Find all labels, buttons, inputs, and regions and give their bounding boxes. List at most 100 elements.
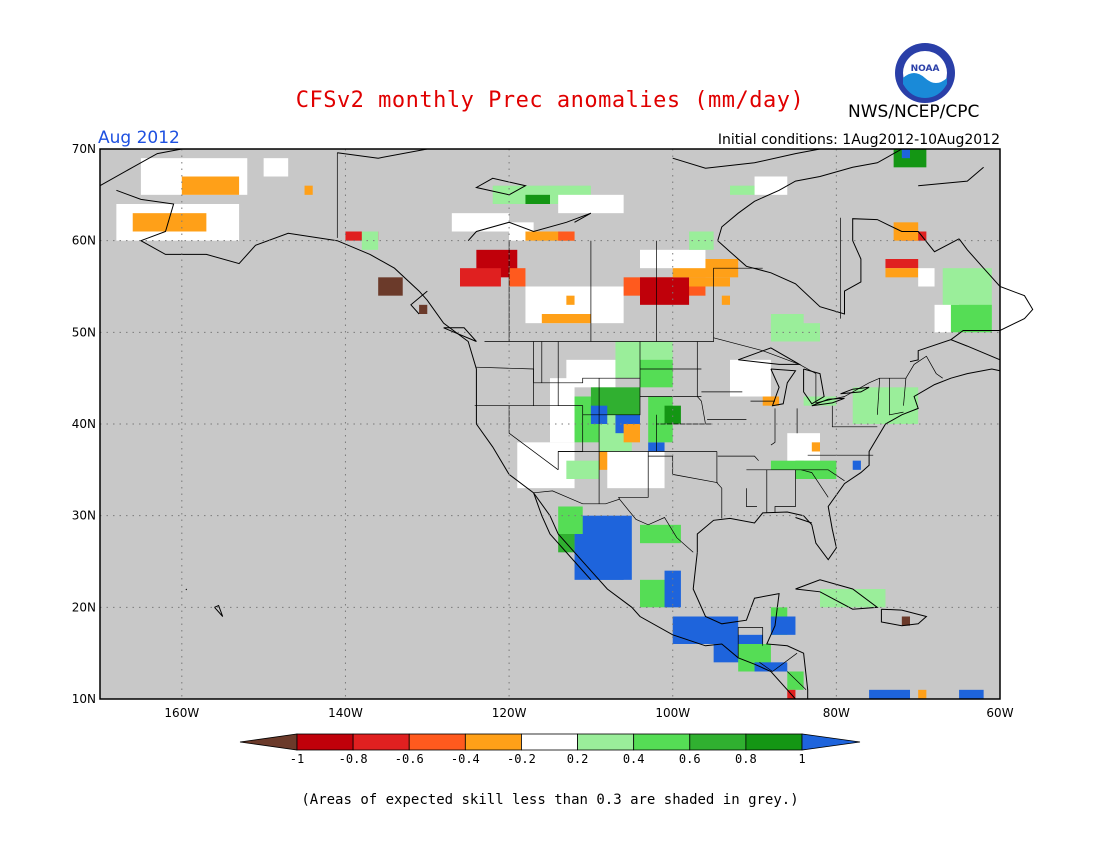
anomaly-cell [640, 249, 706, 269]
coastline [770, 368, 797, 407]
coastline [918, 166, 984, 187]
anomaly-cell [640, 277, 690, 305]
legend-label: 1 [798, 752, 805, 766]
legend-label: 0.6 [679, 752, 701, 766]
anomaly-cell [901, 616, 910, 626]
legend-swatch [408, 733, 466, 751]
coastline [116, 189, 796, 700]
coastline [696, 368, 1001, 561]
lon-label: 160W [164, 706, 199, 720]
anomaly-cell [558, 506, 583, 534]
lon-label: 120W [492, 706, 527, 720]
anomaly-cell [550, 378, 575, 443]
coastline [795, 517, 812, 524]
political-border [746, 488, 757, 507]
coastline [214, 604, 224, 617]
anomaly-cell [689, 231, 714, 250]
political-border [533, 341, 641, 416]
legend-swatch [521, 733, 578, 751]
political-border [717, 455, 759, 461]
anomaly-cell [754, 662, 788, 672]
lon-label: 80W [823, 706, 850, 720]
lat-label: 40N [72, 417, 96, 431]
lat-label: 50N [72, 325, 96, 339]
political-border [557, 341, 584, 470]
anomaly-cell [558, 194, 624, 214]
anomaly-cell [566, 295, 575, 305]
lat-label: 70N [72, 142, 96, 156]
legend-label: 0.8 [735, 752, 757, 766]
political-border [876, 378, 881, 415]
anomaly-cell [664, 570, 681, 608]
lat-label: 60N [72, 234, 96, 248]
legend-label: -1 [290, 752, 304, 766]
political-border [648, 455, 718, 484]
anomaly-cell [885, 259, 919, 269]
anomaly-cell [730, 185, 755, 195]
legend-label: 0.4 [623, 752, 645, 766]
legend-swatch [689, 733, 747, 751]
lat-label: 30N [72, 509, 96, 523]
longitude-labels: 160W 140W 120W 100W 80W 60W [164, 706, 1013, 720]
legend-swatch [633, 733, 691, 751]
anomaly-cell [460, 268, 501, 287]
color-legend: -1 -0.8 -0.6 -0.4 -0.2 0.2 0.4 0.6 0.8 1 [239, 733, 861, 766]
coastline [99, 148, 182, 187]
initial-conditions-label: Initial conditions: 1Aug2012-10Aug2012 [717, 132, 1000, 148]
legend-arrow-left [239, 733, 298, 751]
anomaly-cell [918, 689, 927, 699]
legend-swatch [745, 733, 803, 751]
anomaly-cell [869, 689, 910, 699]
anomaly-cell [558, 231, 575, 241]
anomaly-cell [525, 194, 550, 204]
anomaly-cell [811, 442, 820, 452]
anomaly-cell [664, 405, 681, 424]
lon-label: 60W [986, 706, 1013, 720]
coastline [410, 290, 428, 315]
logo-text: NOAA [911, 64, 940, 74]
anomaly-cell [509, 268, 526, 287]
anomaly-cell [689, 277, 730, 287]
coastline [467, 212, 592, 242]
coastline [880, 608, 928, 627]
anomaly-cell [566, 460, 600, 479]
anomaly-cell [517, 442, 575, 489]
period-label: Aug 2012 [98, 128, 180, 148]
anomaly-cell [820, 589, 886, 608]
anomaly-cell [787, 671, 804, 690]
gridlines [100, 149, 1000, 699]
legend-label: 0.2 [567, 752, 589, 766]
coastline [185, 588, 188, 591]
anomaly-cell [599, 552, 624, 580]
coastline [672, 148, 821, 169]
legend-swatch [296, 733, 354, 751]
anomaly-cell [803, 396, 837, 406]
anomaly-cell [361, 231, 379, 250]
anomaly-cell [623, 424, 640, 443]
anomaly-cell [959, 689, 984, 699]
political-border [831, 405, 878, 428]
anomaly-cell [770, 314, 804, 333]
anomaly-cell [541, 314, 591, 324]
coastline [717, 148, 960, 315]
anomaly-cell [730, 359, 771, 397]
political-border [618, 451, 649, 500]
organization-label: NWS/NCEP/CPC [848, 102, 980, 122]
anomaly-cell [770, 460, 804, 470]
political-border [801, 469, 829, 498]
anomaly-cell [885, 268, 919, 278]
anomaly-cell [950, 304, 992, 333]
coastline [950, 238, 1034, 341]
legend-swatch [577, 733, 635, 751]
lon-label: 140W [328, 706, 363, 720]
political-border [533, 490, 694, 553]
anomaly-cell [419, 304, 428, 314]
anomaly-cell [181, 176, 240, 195]
political-border [774, 469, 796, 513]
skill-footnote: (Areas of expected skill less than 0.3 a… [301, 792, 799, 808]
anomaly-cell [918, 268, 935, 287]
political-border [484, 337, 943, 404]
coastlines [99, 148, 1034, 700]
coastline [840, 386, 870, 395]
lat-label: 10N [72, 692, 96, 706]
